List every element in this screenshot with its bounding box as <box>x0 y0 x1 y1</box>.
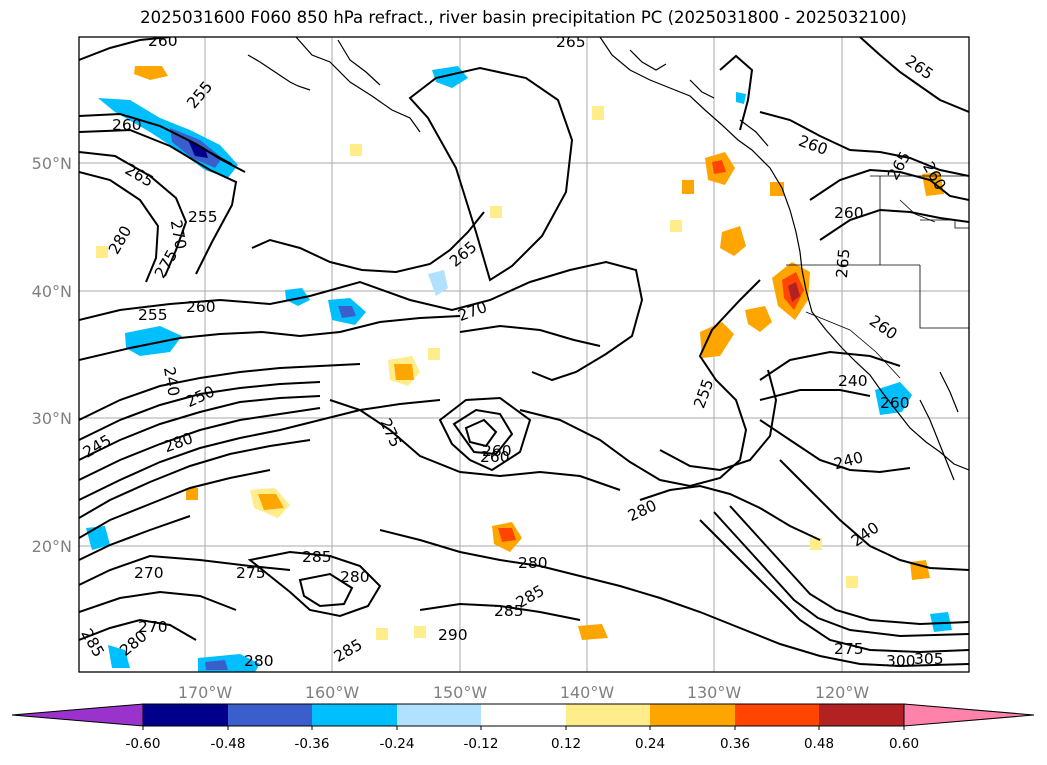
contour-label: 260 <box>480 448 510 466</box>
contour-label: 260 <box>880 394 910 412</box>
contour-label: 285 <box>302 548 332 566</box>
colorbar-tick-label: -0.36 <box>295 736 330 752</box>
colorbar-frame <box>142 703 905 727</box>
contour-label: 270 <box>134 564 164 582</box>
colorbar-under-arrow <box>11 703 144 727</box>
lon-label: 140°W <box>560 683 615 702</box>
contour-label: 260 <box>834 204 864 222</box>
contour-label: 280 <box>244 652 274 670</box>
map-frame <box>78 36 970 673</box>
contour-label: 285 <box>494 602 524 620</box>
colorbar-tick-label: 0.48 <box>804 736 834 752</box>
contour-label: 265 <box>833 248 854 279</box>
lon-label: 130°W <box>687 683 742 702</box>
contour-label: 265 <box>556 33 586 51</box>
colorbar-bin <box>650 704 735 726</box>
colorbar: -0.60 -0.48 -0.36 -0.24 -0.12 0.12 0.24 … <box>11 703 1035 752</box>
contour-label: 260 <box>112 116 142 134</box>
contour-label: 280 <box>340 568 370 586</box>
contour-label: 300 <box>886 652 916 670</box>
colorbar-tick-label: 0.36 <box>720 736 750 752</box>
colorbar-tick-label: -0.60 <box>126 736 161 752</box>
colorbar-tick-label: -0.12 <box>464 736 499 752</box>
colorbar-tick-label: -0.24 <box>380 736 415 752</box>
lon-label: 160°W <box>305 683 360 702</box>
lon-label: 170°W <box>178 683 233 702</box>
contour-label: 275 <box>236 564 266 582</box>
longitude-axis: 170°W 160°W 150°W 140°W 130°W 120°W <box>178 683 870 702</box>
refractivity-contours <box>79 37 969 668</box>
contour-label: 260 <box>482 442 512 460</box>
colorbar-tick-label: 0.24 <box>635 736 665 752</box>
colorbar-bin <box>735 704 819 726</box>
contour-label: 280 <box>518 554 548 572</box>
contour-label: 270 <box>167 218 190 250</box>
contour-label: 240 <box>160 365 183 397</box>
contour-label: 260 <box>148 32 178 50</box>
contour-label: 260 <box>186 298 216 316</box>
lat-label: 30°N <box>32 409 72 428</box>
precip-positive-shading <box>96 66 944 640</box>
lon-label: 150°W <box>433 683 488 702</box>
contour-label: 240 <box>838 372 868 390</box>
contour-label: 275 <box>834 640 864 658</box>
colorbar-bin <box>397 704 481 726</box>
colorbar-ticks: -0.60 -0.48 -0.36 -0.24 -0.12 0.12 0.24 … <box>126 736 920 752</box>
latitude-axis: 50°N 40°N 30°N 20°N <box>32 154 72 556</box>
contour-label: 270 <box>138 618 168 636</box>
colorbar-over-arrow <box>903 703 1035 727</box>
contour-label: 255 <box>188 208 218 226</box>
colorbar-bin <box>819 704 904 726</box>
colorbar-bin <box>566 704 650 726</box>
lat-label: 20°N <box>32 537 72 556</box>
colorbar-tick-label: 0.60 <box>889 736 919 752</box>
colorbar-bin <box>143 704 228 726</box>
lon-label: 120°W <box>815 683 870 702</box>
coastlines <box>187 37 969 481</box>
lat-label: 50°N <box>32 154 72 173</box>
map-title: 2025031600 F060 850 hPa refract., river … <box>140 8 907 27</box>
colorbar-bin <box>312 704 397 726</box>
contour-labels: 260 265 255 260 265 255 270 275 280 265 … <box>79 32 949 670</box>
colorbar-bin <box>481 704 566 726</box>
colorbar-tick-label: -0.48 <box>211 736 246 752</box>
map-area <box>79 37 969 672</box>
colorbar-tick-label: 0.12 <box>551 736 581 752</box>
contour-label: 290 <box>438 626 468 644</box>
contour-label: 305 <box>914 650 944 668</box>
contour-label: 255 <box>138 306 168 324</box>
lat-label: 40°N <box>32 282 72 301</box>
colorbar-bin <box>228 704 312 726</box>
